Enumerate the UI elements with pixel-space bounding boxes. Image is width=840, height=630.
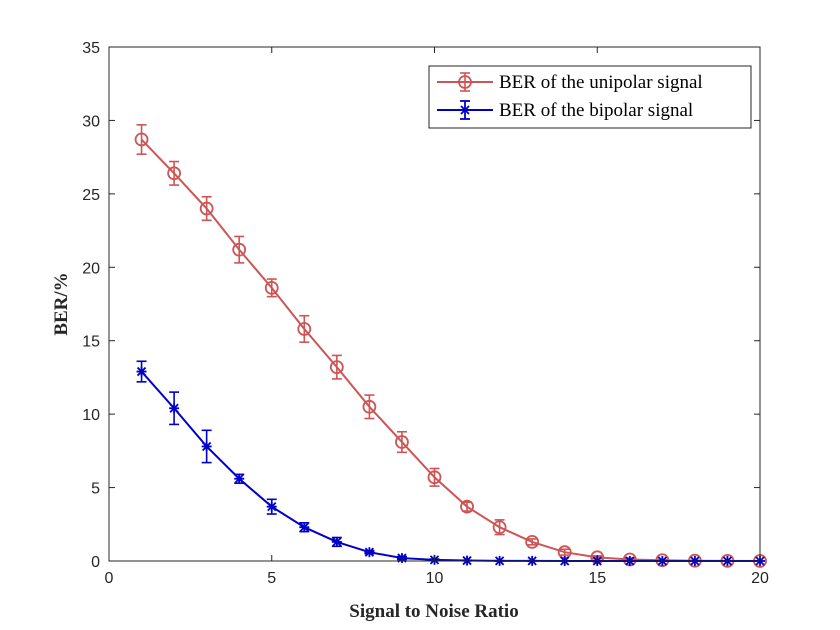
error-bar bbox=[396, 430, 407, 454]
data-point bbox=[395, 435, 409, 449]
y-tick-label: 35 bbox=[82, 40, 100, 57]
data-point bbox=[297, 322, 312, 336]
data-point bbox=[266, 501, 277, 512]
y-tick-label: 20 bbox=[82, 260, 100, 277]
marker-stroke bbox=[202, 441, 212, 452]
error-bar bbox=[234, 235, 245, 264]
series-line bbox=[140, 138, 761, 562]
y-tick-label: 15 bbox=[82, 334, 100, 351]
data-point bbox=[460, 499, 474, 514]
marker-stroke bbox=[267, 502, 277, 512]
data-point bbox=[264, 280, 279, 295]
x-tick-label: 15 bbox=[588, 570, 606, 587]
marker-stroke bbox=[169, 403, 179, 413]
y-tick-label: 5 bbox=[91, 481, 100, 498]
data-point bbox=[396, 553, 407, 564]
data-point bbox=[427, 470, 442, 485]
x-tick-label: 5 bbox=[267, 570, 276, 587]
error-bar bbox=[201, 195, 212, 222]
x-tick-label: 20 bbox=[751, 570, 769, 587]
data-point bbox=[299, 522, 310, 533]
series-layer bbox=[134, 124, 767, 568]
error-bar bbox=[364, 394, 375, 420]
marker-stroke bbox=[234, 474, 244, 484]
error-bar bbox=[494, 519, 505, 536]
marker-stroke bbox=[299, 522, 309, 532]
data-point bbox=[232, 242, 247, 257]
legend-marker bbox=[460, 100, 470, 120]
series-line bbox=[140, 370, 760, 562]
marker-stroke bbox=[460, 105, 470, 115]
data-point bbox=[362, 399, 377, 414]
y-tick-label: 25 bbox=[82, 187, 100, 204]
y-axis-title: BER/% bbox=[51, 272, 72, 335]
legend: BER of the unipolar signal BER of the bip… bbox=[428, 65, 752, 129]
x-tick-label: 10 bbox=[426, 570, 444, 587]
error-bar bbox=[169, 160, 180, 186]
error-bar bbox=[527, 538, 538, 546]
data-point bbox=[167, 166, 182, 181]
data-point bbox=[201, 441, 212, 452]
data-point bbox=[136, 366, 147, 377]
marker-stroke bbox=[136, 366, 147, 377]
y-tick-label: 0 bbox=[91, 554, 100, 571]
error-bar bbox=[299, 314, 310, 343]
series-bipolar bbox=[136, 360, 765, 566]
data-point bbox=[492, 520, 507, 535]
legend-label: BER of the bipolar signal bbox=[499, 100, 693, 121]
legend-label: BER of the unipolar signal bbox=[499, 72, 703, 93]
marker-stroke bbox=[332, 537, 342, 547]
x-tick-label: 0 bbox=[105, 570, 114, 587]
axes-layer: 0 5 10 15 20 0 5 10 15 20 25 30 35 bbox=[82, 40, 769, 587]
y-tick-label: 10 bbox=[82, 407, 100, 424]
data-point bbox=[199, 201, 214, 216]
legend-box bbox=[428, 65, 752, 129]
legend-item: BER of the bipolar signal bbox=[437, 100, 693, 121]
data-point bbox=[331, 536, 342, 547]
marker-stroke bbox=[364, 547, 375, 557]
x-axis-title: Signal to Noise Ratio bbox=[349, 601, 518, 622]
error-bar bbox=[331, 354, 342, 380]
y-tick-label: 30 bbox=[82, 113, 100, 130]
legend-item: BER of the unipolar signal bbox=[437, 72, 703, 93]
data-point bbox=[234, 473, 245, 484]
data-point bbox=[169, 403, 180, 414]
data-point bbox=[525, 535, 540, 549]
data-point bbox=[364, 547, 375, 558]
data-point bbox=[329, 360, 344, 375]
error-bar bbox=[136, 124, 147, 156]
series-unipolar bbox=[134, 124, 767, 568]
data-point bbox=[134, 132, 149, 147]
error-bar bbox=[559, 548, 570, 556]
